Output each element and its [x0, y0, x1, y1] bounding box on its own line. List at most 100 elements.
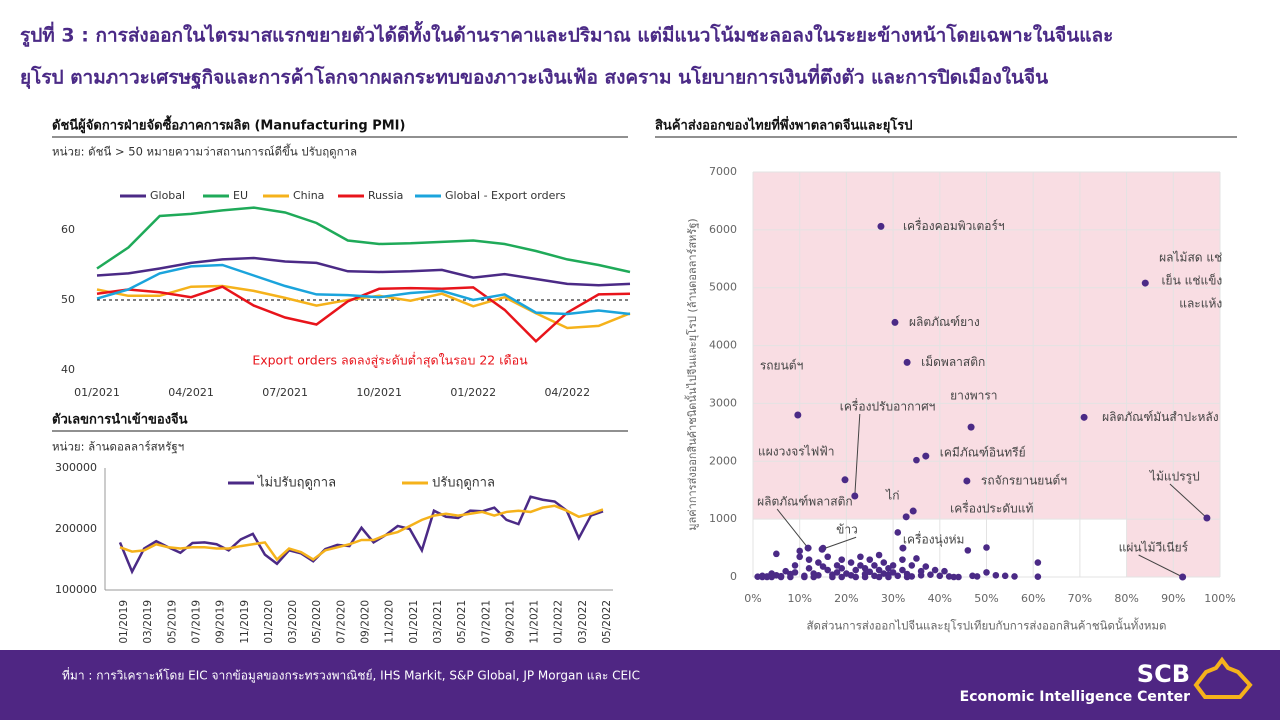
footer-band: [0, 650, 1280, 720]
legend-label: China: [293, 189, 324, 202]
point: [880, 559, 888, 566]
point: [931, 566, 939, 574]
legend-label: Global: [150, 189, 185, 202]
point: [1141, 279, 1149, 287]
point-label: เคมีภัณฑ์อินทรีย์: [940, 446, 1026, 460]
x-tick-label: 70%: [1068, 592, 1092, 605]
x-tick-label: 03/2022: [577, 600, 589, 644]
y-tick-label: 100000: [55, 583, 97, 596]
series-line: [96, 206, 631, 274]
point: [1179, 573, 1187, 581]
point: [902, 513, 910, 521]
point-label: แผงวงจรไฟฟ้า: [758, 444, 834, 458]
point: [838, 556, 846, 563]
series-line: [96, 263, 631, 316]
y-tick-label: 5000: [709, 281, 737, 294]
point-label: แผ่นไม้วีเนียร์: [1119, 541, 1189, 555]
x-tick-label: 01/2022: [450, 386, 496, 399]
y-tick-label: 50: [61, 293, 75, 306]
leader-line: [1169, 483, 1208, 519]
point: [875, 551, 883, 559]
point: [889, 569, 897, 576]
point-label: เครื่องคอมพิวเตอร์ฯ: [903, 217, 1005, 233]
point: [773, 550, 780, 558]
point: [861, 573, 869, 581]
point-label: ยางพารา: [950, 389, 997, 403]
x-tick-label: 01/2021: [74, 386, 120, 399]
point: [922, 452, 930, 460]
point: [1001, 572, 1009, 580]
point: [1080, 413, 1088, 421]
point: [908, 562, 916, 569]
point: [936, 572, 944, 580]
y-tick-label: 300000: [55, 461, 97, 474]
legend-label: EU: [233, 189, 248, 202]
x-axis-label: สัดส่วนการส่งออกไปจีนและยุโรปเทียบกับการ…: [806, 618, 1166, 633]
point: [894, 572, 902, 580]
y-tick-label: 6000: [709, 223, 737, 236]
y-tick-label: 40: [61, 363, 75, 376]
x-tick-label: 10/2021: [356, 386, 402, 399]
point-label: เครื่องนุ่งห่ม: [903, 531, 965, 548]
x-tick-label: 10%: [787, 592, 811, 605]
point: [973, 573, 981, 580]
x-tick-label: 04/2022: [544, 386, 590, 399]
point-label: เม็ดพลาสติก: [921, 354, 985, 369]
y-axis-label: มูลค่าการส่งออกสินค้าชนิดนั้นไปจีนและยุโ…: [684, 218, 699, 530]
point-label: เครื่องปรับอากาศฯ: [840, 398, 936, 414]
x-tick-label: 30%: [881, 592, 905, 605]
point-label: ข้าว: [836, 523, 858, 537]
x-tick-label: 01/2020: [263, 600, 275, 644]
point: [824, 566, 832, 574]
point: [819, 563, 827, 570]
x-tick-label: 01/2019: [118, 600, 130, 644]
point-label: รถจักรยานยนต์ฯ: [981, 473, 1067, 487]
series-line: [96, 284, 631, 330]
x-tick-label: 05/2019: [166, 600, 178, 644]
point: [875, 573, 883, 581]
y-tick-label: 200000: [55, 522, 97, 535]
x-tick-label: 09/2021: [504, 600, 516, 644]
point-label: ผลิตภัณฑ์ยาง: [909, 315, 980, 329]
y-tick-label: 0: [730, 570, 737, 583]
source: ที่มา : การวิเคราะห์โดย EIC จากข้อมูลของ…: [62, 667, 640, 684]
point: [838, 565, 846, 572]
point: [829, 573, 836, 581]
title-line: ยุโรป ตามภาวะเศรษฐกิจและการค้าโลกจากผลกร…: [20, 64, 1048, 91]
point: [1203, 514, 1211, 522]
point: [791, 562, 799, 569]
point-label: เครื่องประดับแท้: [950, 500, 1033, 516]
point: [950, 573, 958, 581]
point-label: รถยนต์ฯ: [760, 359, 803, 373]
legend-label: ไม่ปรับฤดูกาล: [257, 475, 336, 491]
leader-line: [821, 536, 857, 550]
x-tick-label: 80%: [1114, 592, 1138, 605]
point: [909, 507, 917, 515]
point: [894, 529, 902, 536]
point-label: ไม้แปรรูป: [1149, 469, 1200, 484]
leader-line: [854, 413, 861, 497]
legend-label: ปรับฤดูกาล: [432, 476, 495, 491]
point: [805, 565, 813, 572]
point: [899, 556, 906, 563]
leader-line: [776, 508, 809, 549]
x-tick-label: 50%: [974, 592, 998, 605]
point-label: ไก่: [885, 488, 899, 502]
x-tick-label: 0%: [744, 592, 761, 605]
point-label: เย็น แช่แข็ง: [1161, 273, 1222, 288]
point: [875, 566, 883, 574]
point: [794, 411, 802, 419]
point: [913, 456, 920, 464]
point: [777, 573, 785, 581]
x-tick-label: 05/2022: [601, 600, 613, 644]
annotation: Export orders ลดลงสู่ระดับต่ำสุดในรอบ 22…: [252, 352, 528, 369]
point: [922, 563, 930, 570]
point: [833, 569, 841, 576]
point: [983, 544, 990, 551]
point: [983, 569, 990, 576]
point: [941, 567, 948, 575]
x-tick-label: 04/2021: [168, 386, 214, 399]
x-tick-label: 11/2021: [529, 600, 541, 644]
x-tick-label: 07/2020: [335, 600, 347, 644]
